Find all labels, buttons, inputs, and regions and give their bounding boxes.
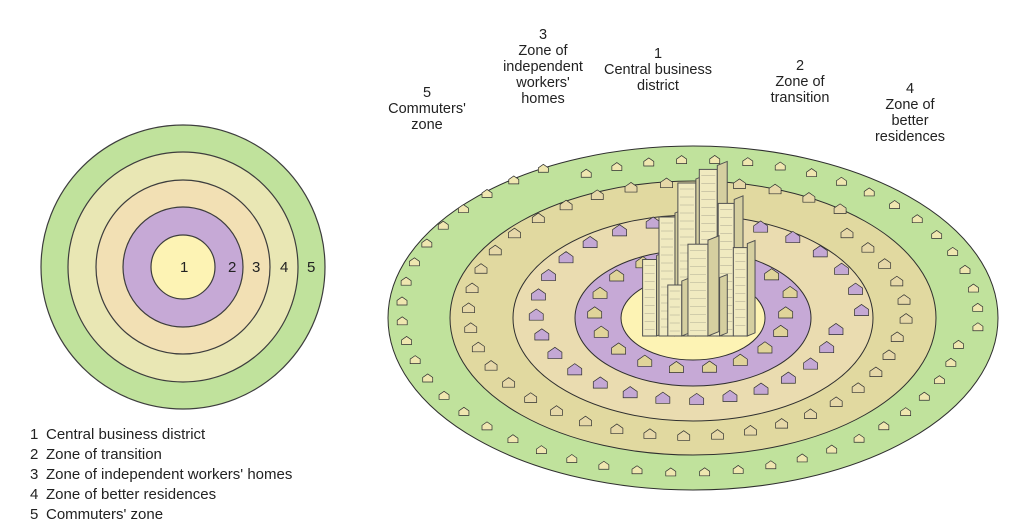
legend-number: 4 bbox=[30, 485, 46, 505]
callout-line: district bbox=[598, 78, 718, 94]
callout-number: 2 bbox=[740, 58, 860, 74]
ring-number-3: 3 bbox=[252, 259, 260, 276]
callout-line: workers' bbox=[483, 75, 603, 91]
legend-number: 1 bbox=[30, 425, 46, 445]
legend-label: Zone of transition bbox=[46, 446, 162, 463]
legend-number: 2 bbox=[30, 445, 46, 465]
callout-line: Central business bbox=[598, 62, 718, 78]
callout-line: Zone of bbox=[483, 43, 603, 59]
callout-c1: 1Central businessdistrict bbox=[598, 46, 718, 94]
legend-number: 3 bbox=[30, 465, 46, 485]
ring-number-5: 5 bbox=[307, 259, 315, 276]
legend-row-1: 1Central business district bbox=[30, 425, 292, 445]
callout-line: independent bbox=[483, 59, 603, 75]
callout-c5: 5Commuters'zone bbox=[367, 85, 487, 133]
ring-number-2: 2 bbox=[228, 259, 236, 276]
callout-number: 1 bbox=[598, 46, 718, 62]
legend-row-3: 3Zone of independent workers' homes bbox=[30, 465, 292, 485]
callout-line: homes bbox=[483, 91, 603, 107]
legend-label: Commuters' zone bbox=[46, 506, 163, 523]
legend-row-5: 5Commuters' zone bbox=[30, 505, 292, 523]
legend-number: 5 bbox=[30, 505, 46, 523]
legend-row-2: 2Zone of transition bbox=[30, 445, 292, 465]
ring-number-1: 1 bbox=[180, 259, 188, 276]
callout-line: better bbox=[850, 113, 970, 129]
callout-number: 5 bbox=[367, 85, 487, 101]
callout-line: Commuters' bbox=[367, 101, 487, 117]
legend-label: Central business district bbox=[46, 426, 205, 443]
callout-c3: 3Zone ofindependentworkers'homes bbox=[483, 27, 603, 107]
callout-line: Zone of bbox=[850, 97, 970, 113]
ring-number-4: 4 bbox=[280, 259, 288, 276]
callout-line: zone bbox=[367, 117, 487, 133]
callout-line: Zone of bbox=[740, 74, 860, 90]
callout-line: transition bbox=[740, 90, 860, 106]
legend-row-4: 4Zone of better residences bbox=[30, 485, 292, 505]
legend-label: Zone of independent workers' homes bbox=[46, 466, 292, 483]
callout-line: residences bbox=[850, 129, 970, 145]
callout-number: 4 bbox=[850, 81, 970, 97]
legend: 1Central business district2Zone of trans… bbox=[30, 425, 292, 523]
callout-c2: 2Zone oftransition bbox=[740, 58, 860, 106]
callout-number: 3 bbox=[483, 27, 603, 43]
legend-label: Zone of better residences bbox=[46, 486, 216, 503]
callout-c4: 4Zone ofbetterresidences bbox=[850, 81, 970, 145]
